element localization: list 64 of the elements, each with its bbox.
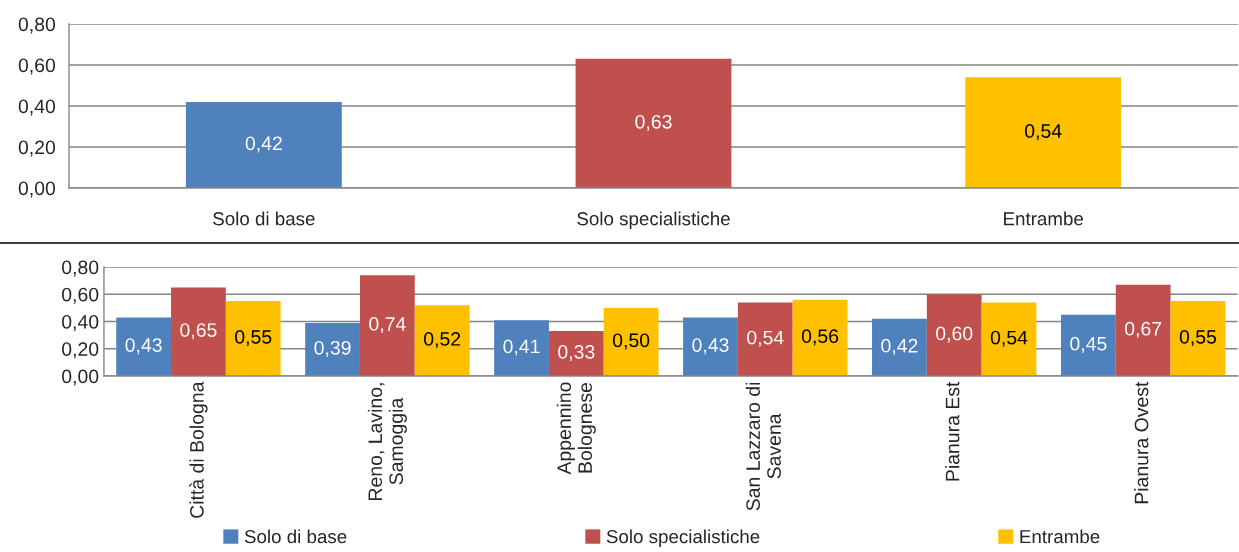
x-tick-label: Pianura Est <box>945 381 960 481</box>
data-label: 0,55 <box>235 330 272 347</box>
y-tick-label: 0,40 <box>18 99 56 116</box>
y-tick-label: 0,00 <box>62 369 99 386</box>
bar <box>575 58 732 189</box>
bar <box>225 301 281 377</box>
data-label: 0,67 <box>1125 321 1162 338</box>
y-tick-label: 0,40 <box>62 314 99 332</box>
bar <box>414 305 470 377</box>
bar <box>185 101 342 189</box>
x-tick-label: Città di Bologna <box>189 381 208 518</box>
bar <box>792 299 848 377</box>
data-label: 0,52 <box>424 332 461 349</box>
data-label: 0,55 <box>1179 330 1217 347</box>
bar <box>494 320 549 377</box>
bar <box>981 302 1037 377</box>
data-label: 0,56 <box>801 329 839 346</box>
data-label: 0,41 <box>503 339 540 356</box>
data-label: 0,60 <box>936 326 973 343</box>
y-tick-label: 0,00 <box>18 181 56 198</box>
y-tick-label: 0,80 <box>62 260 99 277</box>
bar <box>305 322 360 377</box>
bar <box>116 317 172 377</box>
y-tick-label: 0,60 <box>18 58 56 75</box>
data-label: 0,42 <box>881 338 918 355</box>
data-label: 0,45 <box>1070 336 1107 353</box>
data-label: 0,42 <box>245 136 282 153</box>
bar <box>683 317 738 377</box>
data-label: 0,63 <box>635 114 672 131</box>
y-tick-label: 0,80 <box>18 17 56 34</box>
data-label: 0,39 <box>314 340 351 357</box>
data-label: 0,65 <box>180 323 217 340</box>
legend-label: Entrambe <box>1020 529 1100 544</box>
bar <box>171 287 226 377</box>
data-label: 0,50 <box>612 333 650 350</box>
data-label: 0,43 <box>692 338 729 355</box>
bar <box>359 275 415 377</box>
bar <box>603 307 659 377</box>
legend-label: Solo di base <box>244 529 347 544</box>
bar <box>1170 301 1226 377</box>
data-label: 0,54 <box>990 330 1028 347</box>
y-tick-label: 0,20 <box>62 342 99 359</box>
x-tick-label: Reno, Lavino, Samoggia <box>367 383 407 500</box>
data-label: 0,54 <box>1025 124 1062 141</box>
bar <box>1060 314 1116 377</box>
y-tick-label: 0,20 <box>18 140 56 157</box>
data-label: 0,74 <box>369 317 406 334</box>
x-tick-label: Pianura Ovest <box>1134 381 1149 504</box>
bar <box>872 318 927 377</box>
bar <box>965 77 1122 189</box>
legend-label: Solo specialistiche <box>606 529 760 547</box>
bar <box>1115 284 1171 377</box>
x-tick-label: San Lazzaro di Savena <box>745 382 781 511</box>
data-label: 0,33 <box>558 344 595 362</box>
x-tick-label: Entrambe <box>1004 211 1083 226</box>
y-tick-label: 0,60 <box>62 287 99 304</box>
data-label: 0,54 <box>747 330 784 347</box>
bar <box>548 331 604 377</box>
x-tick-label: Solo di base <box>213 211 315 226</box>
data-label: 0,43 <box>125 338 162 355</box>
x-tick-label: Solo specialistiche <box>577 211 730 230</box>
x-tick-label: Appennino Bolognese <box>556 382 596 475</box>
bar <box>926 294 982 377</box>
bar <box>737 302 793 377</box>
